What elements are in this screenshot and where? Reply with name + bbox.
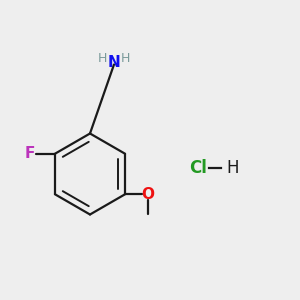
Text: F: F: [24, 146, 34, 161]
Text: H: H: [226, 159, 239, 177]
Text: Cl: Cl: [189, 159, 207, 177]
Text: H: H: [121, 52, 130, 65]
Text: O: O: [141, 187, 154, 202]
Text: H: H: [98, 52, 107, 65]
Text: N: N: [108, 55, 120, 70]
